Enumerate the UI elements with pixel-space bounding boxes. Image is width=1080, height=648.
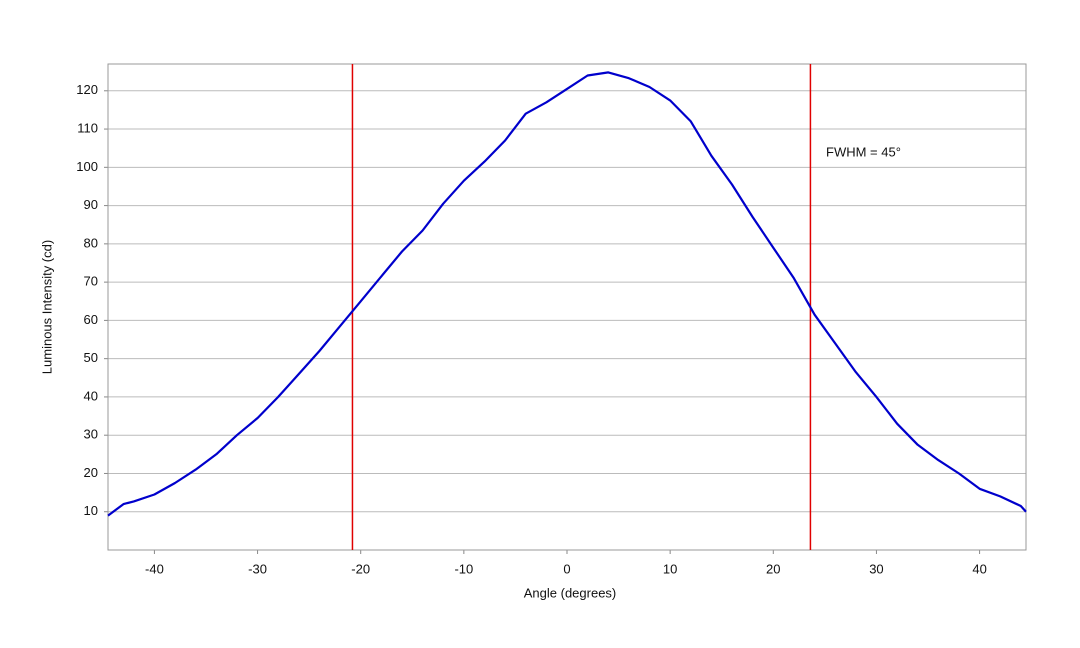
y-tick-label: 60 (84, 312, 98, 327)
x-tick-label: 0 (563, 561, 570, 576)
annotation: FWHM = 45° (826, 144, 901, 159)
plot-border (107, 63, 1027, 551)
x-tick-label: 20 (766, 561, 780, 576)
y-tick-label: 30 (84, 427, 98, 442)
x-tick-label: -10 (454, 561, 473, 576)
x-tick-label: -30 (248, 561, 267, 576)
y-tick-label: 120 (76, 82, 98, 97)
x-tick-label: 10 (663, 561, 677, 576)
y-tick-label: 40 (84, 388, 98, 403)
x-tick-label: -40 (145, 561, 164, 576)
x-tick-label: -20 (351, 561, 370, 576)
y-tick-label: 100 (76, 159, 98, 174)
y-tick-label: 50 (84, 350, 98, 365)
y-tick-label: 20 (84, 465, 98, 480)
y-tick-label: 10 (84, 503, 98, 518)
y-tick-label: 90 (84, 197, 98, 212)
data-line (107, 71, 1027, 517)
y-tick-label: 80 (84, 235, 98, 250)
y-tick-label: 70 (84, 274, 98, 289)
x-tick-label: 40 (972, 561, 986, 576)
y-axis-label: Luminous Intensity (cd) (39, 240, 54, 374)
x-axis-label: Angle (degrees) (524, 585, 617, 600)
y-tick-label: 110 (77, 120, 98, 135)
x-tick-label: 30 (869, 561, 883, 576)
